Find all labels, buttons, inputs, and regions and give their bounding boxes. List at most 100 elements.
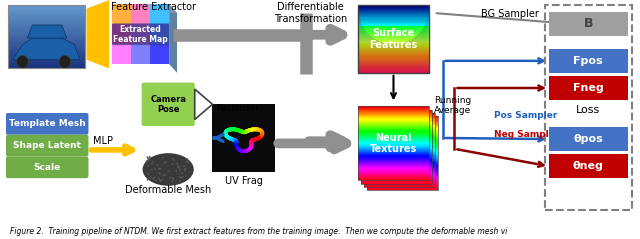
Bar bbox=[8, 33, 84, 34]
Circle shape bbox=[260, 130, 264, 134]
Polygon shape bbox=[13, 38, 79, 60]
Bar bbox=[358, 155, 429, 157]
Text: Scale: Scale bbox=[33, 163, 61, 172]
Bar bbox=[358, 10, 429, 11]
Circle shape bbox=[248, 147, 252, 151]
Circle shape bbox=[260, 129, 264, 133]
Bar bbox=[358, 145, 429, 146]
Bar bbox=[358, 70, 429, 71]
Bar bbox=[364, 183, 435, 184]
Bar bbox=[364, 186, 435, 187]
Circle shape bbox=[235, 144, 238, 147]
Bar bbox=[358, 25, 429, 26]
Circle shape bbox=[252, 138, 255, 142]
Polygon shape bbox=[169, 4, 177, 73]
Circle shape bbox=[152, 161, 154, 163]
Circle shape bbox=[148, 157, 150, 159]
Circle shape bbox=[260, 134, 264, 137]
Bar bbox=[361, 125, 432, 126]
Circle shape bbox=[156, 179, 157, 181]
Bar bbox=[358, 64, 429, 65]
Bar bbox=[112, 4, 131, 24]
Bar bbox=[358, 59, 429, 60]
Bar bbox=[361, 157, 432, 158]
Circle shape bbox=[238, 129, 242, 133]
Bar bbox=[358, 72, 429, 73]
Circle shape bbox=[258, 128, 261, 132]
Circle shape bbox=[233, 127, 236, 131]
Bar bbox=[361, 150, 432, 151]
Circle shape bbox=[236, 147, 240, 151]
Bar bbox=[364, 113, 435, 114]
Bar bbox=[364, 157, 435, 158]
Circle shape bbox=[239, 149, 243, 152]
Circle shape bbox=[236, 128, 239, 132]
Circle shape bbox=[186, 160, 188, 163]
Bar bbox=[364, 166, 435, 167]
Bar bbox=[361, 129, 432, 130]
Circle shape bbox=[228, 136, 231, 140]
Text: Differentiable
Transformation: Differentiable Transformation bbox=[274, 2, 348, 24]
Bar bbox=[367, 180, 438, 181]
Bar bbox=[364, 172, 435, 173]
Bar bbox=[361, 123, 432, 124]
Bar bbox=[367, 159, 438, 160]
Circle shape bbox=[224, 130, 228, 134]
Bar bbox=[8, 65, 84, 66]
Circle shape bbox=[234, 128, 237, 132]
Bar bbox=[358, 36, 429, 37]
Text: Running
Average: Running Average bbox=[434, 96, 471, 115]
Bar bbox=[8, 15, 84, 16]
Bar bbox=[358, 117, 429, 118]
Circle shape bbox=[232, 127, 236, 131]
Circle shape bbox=[247, 129, 250, 132]
Bar bbox=[364, 176, 435, 177]
Bar bbox=[8, 62, 84, 63]
Circle shape bbox=[260, 132, 264, 136]
Circle shape bbox=[245, 149, 249, 152]
Bar bbox=[358, 125, 429, 126]
Circle shape bbox=[256, 136, 260, 140]
Bar bbox=[358, 112, 429, 113]
Circle shape bbox=[226, 135, 230, 139]
Circle shape bbox=[255, 137, 259, 141]
Text: Fpos: Fpos bbox=[573, 56, 603, 66]
Bar bbox=[364, 177, 435, 178]
Bar bbox=[367, 172, 438, 173]
Bar bbox=[364, 128, 435, 129]
Circle shape bbox=[250, 142, 253, 147]
Bar bbox=[367, 123, 438, 124]
Circle shape bbox=[250, 140, 253, 144]
Bar bbox=[358, 169, 429, 171]
Circle shape bbox=[232, 138, 235, 141]
Bar bbox=[358, 161, 429, 162]
Bar bbox=[8, 29, 84, 30]
Circle shape bbox=[235, 141, 238, 145]
Bar bbox=[358, 17, 429, 18]
Bar bbox=[358, 58, 429, 59]
Circle shape bbox=[250, 141, 253, 145]
Circle shape bbox=[250, 142, 253, 146]
Circle shape bbox=[260, 133, 264, 137]
Bar bbox=[8, 61, 84, 62]
Bar bbox=[358, 46, 429, 47]
Circle shape bbox=[224, 133, 227, 136]
Bar bbox=[367, 177, 438, 178]
Circle shape bbox=[251, 128, 254, 131]
Circle shape bbox=[234, 138, 237, 142]
Circle shape bbox=[237, 147, 240, 151]
Circle shape bbox=[184, 169, 186, 171]
Circle shape bbox=[255, 127, 258, 131]
Circle shape bbox=[232, 138, 236, 142]
Bar bbox=[8, 6, 84, 8]
Bar bbox=[367, 166, 438, 167]
Circle shape bbox=[241, 149, 244, 153]
Circle shape bbox=[243, 130, 246, 134]
Bar bbox=[361, 183, 432, 184]
Bar bbox=[358, 158, 429, 159]
Bar bbox=[358, 109, 429, 110]
Bar bbox=[361, 173, 432, 174]
Bar bbox=[358, 108, 429, 109]
Circle shape bbox=[253, 138, 256, 142]
Bar bbox=[358, 9, 429, 10]
